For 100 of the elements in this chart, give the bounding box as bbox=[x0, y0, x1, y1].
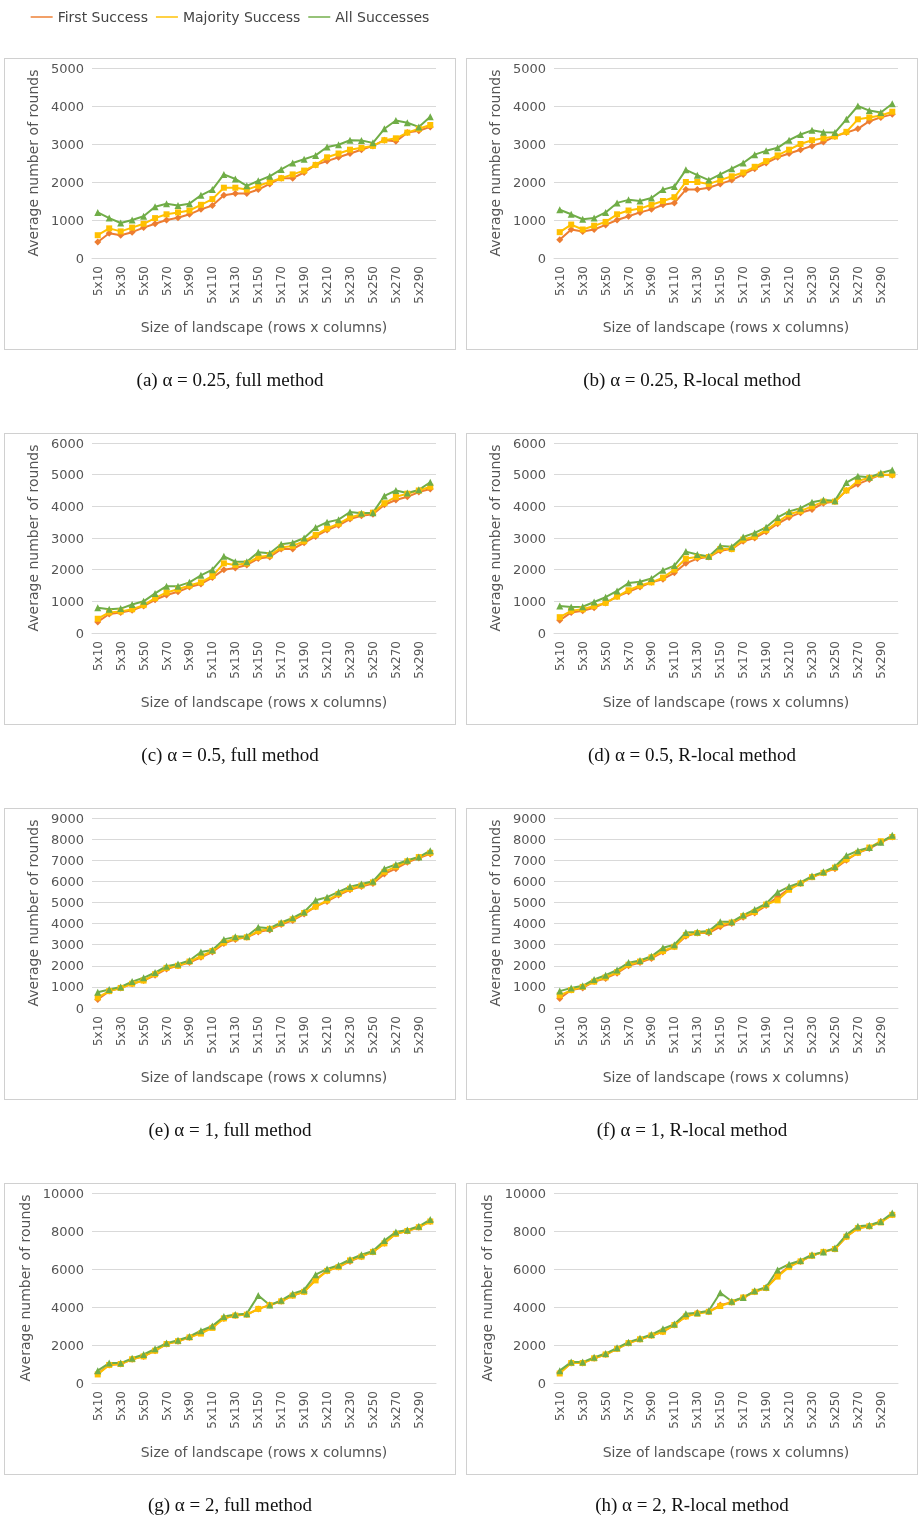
x-axis-title: Size of landscape (rows x columns) bbox=[140, 1444, 388, 1460]
x-tick-label: 5x170 bbox=[736, 1016, 751, 1054]
y-tick-label: 5000 bbox=[512, 467, 546, 483]
text: (d) α = 0.5, R-local method bbox=[588, 744, 797, 766]
text: (e) α = 1, full method bbox=[148, 1119, 313, 1141]
x-tick-label: 5x50 bbox=[136, 266, 151, 297]
x-tick-label: 5x190 bbox=[759, 1391, 774, 1429]
y-tick-label: 6000 bbox=[512, 435, 546, 451]
x-axis-title: Size of landscape (rows x columns) bbox=[140, 319, 388, 335]
x-tick-label: 5x30 bbox=[113, 1016, 128, 1047]
x-tick-label: 5x250 bbox=[365, 1391, 380, 1429]
y-tick-label: 2000 bbox=[512, 1337, 546, 1353]
x-tick-label: 5x10 bbox=[90, 1391, 105, 1422]
x-tick-label: 5x150 bbox=[251, 266, 266, 304]
x-tick-label: 5x110 bbox=[205, 641, 220, 679]
y-tick-label: 5000 bbox=[50, 894, 84, 910]
x-tick-label: 5x70 bbox=[621, 1391, 636, 1422]
x-tick-label: 5x70 bbox=[159, 266, 174, 297]
y-tick-label: 6000 bbox=[50, 873, 84, 889]
x-tick-label: 5x190 bbox=[297, 266, 312, 304]
x-axis-title: Size of landscape (rows x columns) bbox=[602, 694, 850, 710]
x-tick-label: 5x110 bbox=[667, 266, 682, 304]
x-tick-label: 5x190 bbox=[759, 641, 774, 679]
y-tick-label: 8000 bbox=[50, 831, 84, 847]
x-tick-label: 5x250 bbox=[827, 1391, 842, 1429]
x-tick-label: 5x50 bbox=[598, 266, 613, 297]
x-tick-label: 5x70 bbox=[159, 1016, 174, 1047]
x-tick-label: 5x110 bbox=[667, 641, 682, 679]
x-tick-label: 5x210 bbox=[320, 266, 335, 304]
legend-label: All Successes bbox=[335, 9, 430, 25]
x-tick-label: 5x30 bbox=[575, 1391, 590, 1422]
y-tick-label: 0 bbox=[537, 1000, 546, 1016]
x-tick-label: 5x90 bbox=[182, 1016, 197, 1047]
x-tick-label: 5x290 bbox=[873, 266, 888, 304]
x-tick-label: 5x290 bbox=[411, 1391, 426, 1429]
y-tick-label: 3000 bbox=[512, 937, 546, 953]
x-tick-label: 5x70 bbox=[621, 641, 636, 672]
x-tick-label: 5x210 bbox=[320, 1016, 335, 1054]
x-tick-label: 5x90 bbox=[644, 1391, 659, 1422]
text: (a) α = 0.25, full method bbox=[136, 369, 324, 391]
x-tick-label: 5x290 bbox=[411, 641, 426, 679]
x-tick-label: 5x230 bbox=[343, 1391, 357, 1429]
x-tick-label: 5x10 bbox=[552, 266, 567, 297]
y-tick-label: 5000 bbox=[512, 894, 546, 910]
x-tick-label: 5x170 bbox=[736, 266, 751, 304]
y-tick-label: 5000 bbox=[50, 467, 84, 483]
y-tick-label: 2000 bbox=[50, 958, 84, 974]
x-tick-label: 5x230 bbox=[805, 266, 819, 304]
x-tick-label: 5x30 bbox=[575, 266, 590, 297]
y-tick-label: 2000 bbox=[50, 1337, 84, 1353]
y-axis-title: Average number of rounds bbox=[25, 819, 41, 1007]
y-axis-title: Average number of rounds bbox=[478, 1194, 495, 1382]
x-tick-label: 5x90 bbox=[644, 266, 659, 297]
y-tick-label: 0 bbox=[75, 1000, 84, 1016]
legend-label: Majority Success bbox=[182, 9, 301, 25]
y-tick-label: 0 bbox=[537, 250, 546, 266]
x-tick-label: 5x270 bbox=[388, 1391, 403, 1429]
x-tick-label: 5x130 bbox=[690, 1016, 705, 1054]
x-tick-label: 5x190 bbox=[297, 641, 312, 679]
x-axis-title: Size of landscape (rows x columns) bbox=[602, 319, 850, 335]
y-tick-label: 7000 bbox=[50, 852, 84, 868]
x-tick-label: 5x150 bbox=[251, 1391, 266, 1429]
y-tick-label: 4000 bbox=[512, 498, 546, 514]
x-tick-label: 5x150 bbox=[251, 641, 266, 679]
x-tick-label: 5x250 bbox=[827, 1016, 842, 1054]
x-tick-label: 5x170 bbox=[274, 1016, 289, 1054]
y-tick-label: 1000 bbox=[512, 593, 546, 609]
y-tick-label: 8000 bbox=[50, 1223, 84, 1239]
y-tick-label: 1000 bbox=[512, 979, 546, 995]
y-axis-title: Average number of rounds bbox=[25, 444, 41, 632]
x-tick-label: 5x170 bbox=[736, 641, 751, 679]
x-tick-label: 5x290 bbox=[873, 1016, 888, 1054]
x-tick-label: 5x250 bbox=[827, 641, 842, 679]
x-tick-label: 5x150 bbox=[713, 1016, 728, 1054]
x-tick-label: 5x170 bbox=[274, 1391, 289, 1429]
x-tick-label: 5x50 bbox=[136, 641, 151, 672]
y-tick-label: 2000 bbox=[512, 958, 546, 974]
x-tick-label: 5x210 bbox=[320, 1391, 335, 1429]
x-tick-label: 5x110 bbox=[205, 266, 220, 304]
text: (b) α = 0.25, R-local method bbox=[583, 369, 802, 391]
y-tick-label: 8000 bbox=[512, 831, 546, 847]
y-tick-label: 3000 bbox=[512, 530, 546, 546]
x-tick-label: 5x250 bbox=[827, 266, 842, 304]
x-tick-label: 5x290 bbox=[873, 641, 888, 679]
y-tick-label: 0 bbox=[537, 625, 546, 641]
text: (c) α = 0.5, full method bbox=[141, 744, 320, 766]
text: (h) α = 2, R-local method bbox=[595, 1494, 790, 1516]
x-tick-label: 5x30 bbox=[113, 641, 128, 672]
x-tick-label: 5x290 bbox=[411, 266, 426, 304]
x-tick-label: 5x110 bbox=[667, 1016, 682, 1054]
y-axis-title: Average number of rounds bbox=[487, 69, 503, 257]
x-tick-label: 5x70 bbox=[621, 1016, 636, 1047]
x-tick-label: 5x50 bbox=[136, 1391, 151, 1422]
x-tick-label: 5x90 bbox=[182, 266, 197, 297]
y-tick-label: 0 bbox=[537, 1375, 546, 1391]
x-tick-label: 5x290 bbox=[411, 1016, 426, 1054]
x-tick-label: 5x10 bbox=[552, 641, 567, 672]
x-tick-label: 5x30 bbox=[113, 266, 128, 297]
x-tick-label: 5x250 bbox=[365, 266, 380, 304]
y-tick-label: 0 bbox=[75, 1375, 84, 1391]
